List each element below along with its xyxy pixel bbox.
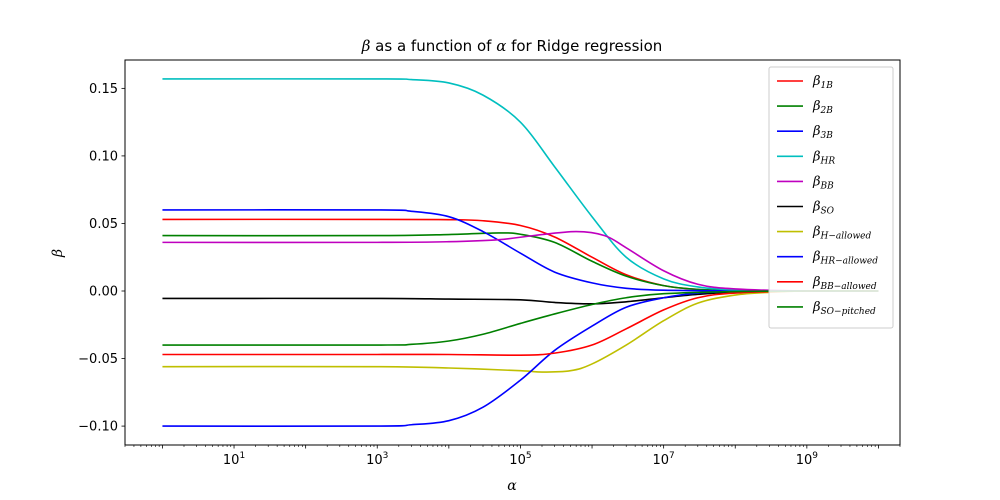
y-tick-label: −0.10 xyxy=(78,420,118,435)
x-tick-label: 101 xyxy=(223,451,245,468)
legend-subscript: SO−pitched xyxy=(821,307,877,317)
legend-entry: β2B xyxy=(812,99,833,116)
chart-title: β as a function of α for Ridge regressio… xyxy=(361,37,663,55)
x-tick-exp: 3 xyxy=(383,451,389,461)
x-tick-exp: 1 xyxy=(239,451,245,461)
y-tick-label: 0.00 xyxy=(89,285,118,300)
series-line xyxy=(162,78,879,292)
legend-subscript: 2B xyxy=(820,106,834,116)
series-layer xyxy=(162,78,879,427)
y-tick-label: 0.15 xyxy=(89,82,118,97)
x-tick-exp: 5 xyxy=(526,451,532,461)
legend-box xyxy=(768,66,894,329)
y-tick-label: 0.05 xyxy=(89,217,118,232)
legend-subscript: SO xyxy=(821,207,835,217)
legend-entry: β3B xyxy=(812,124,833,141)
y-axis-label: β xyxy=(50,249,66,258)
legend: β1Bβ2Bβ3BβHRβBBβSOβH−allowedβHR−allowedβ… xyxy=(768,66,894,329)
y-tick-label: −0.05 xyxy=(78,352,118,367)
legend-subscript: 3B xyxy=(821,131,834,141)
legend-symbol: β xyxy=(812,300,821,315)
legend-symbol: β xyxy=(812,275,821,290)
legend-entry: βH−allowed xyxy=(812,225,871,242)
legend-symbol: β xyxy=(812,74,821,89)
legend-subscript: HR xyxy=(820,156,836,166)
x-tick-label: 107 xyxy=(653,451,675,468)
x-tick-base: 10 xyxy=(796,453,813,468)
legend-entry: β1B xyxy=(812,74,833,91)
y-tick-label: 0.10 xyxy=(89,149,118,164)
legend-symbol: β xyxy=(812,174,821,189)
legend-entry: βSO xyxy=(812,200,835,217)
x-tick-label: 105 xyxy=(509,451,531,468)
title-alpha: α xyxy=(496,37,506,55)
legend-subscript: 1B xyxy=(821,81,834,91)
legend-subscript: BB xyxy=(820,181,835,191)
x-tick-base: 10 xyxy=(366,453,383,468)
x-tick-base: 10 xyxy=(653,453,670,468)
title-middle: as a function of xyxy=(370,37,496,55)
legend-symbol: β xyxy=(812,149,821,164)
legend-symbol: β xyxy=(812,250,821,265)
series-line xyxy=(162,230,879,292)
x-tick-base: 10 xyxy=(223,453,240,468)
legend-entry: βHR xyxy=(812,149,835,166)
x-axis-label: α xyxy=(507,478,517,494)
legend-subscript: H−allowed xyxy=(820,232,872,242)
legend-symbol: β xyxy=(812,124,821,139)
plot-frame xyxy=(124,59,901,446)
legend-symbol: β xyxy=(812,99,821,114)
title-beta: β xyxy=(361,37,371,55)
x-tick-label: 109 xyxy=(796,451,819,468)
legend-entry: βBB−allowed xyxy=(812,275,877,292)
legend-entry: βHR−allowed xyxy=(812,250,878,267)
legend-symbol: β xyxy=(812,225,821,240)
x-tick-base: 10 xyxy=(509,453,526,468)
series-line xyxy=(162,290,879,357)
x-tick-exp: 9 xyxy=(812,451,818,461)
x-tick-exp: 7 xyxy=(669,451,675,461)
legend-symbol: β xyxy=(812,200,821,215)
legend-subscript: HR−allowed xyxy=(820,257,879,267)
x-axis: 101 103 105 107 109 xyxy=(124,445,901,468)
legend-subscript: BB−allowed xyxy=(820,282,877,292)
series-line xyxy=(162,290,879,346)
y-axis: 0.15 0.10 0.05 0.00 −0.05 −0.10 xyxy=(78,82,125,435)
legend-entry: βSO−pitched xyxy=(812,300,876,317)
x-tick-label: 103 xyxy=(366,451,388,468)
legend-entry: βBB xyxy=(812,174,834,191)
title-end: for Ridge regression xyxy=(506,37,662,55)
